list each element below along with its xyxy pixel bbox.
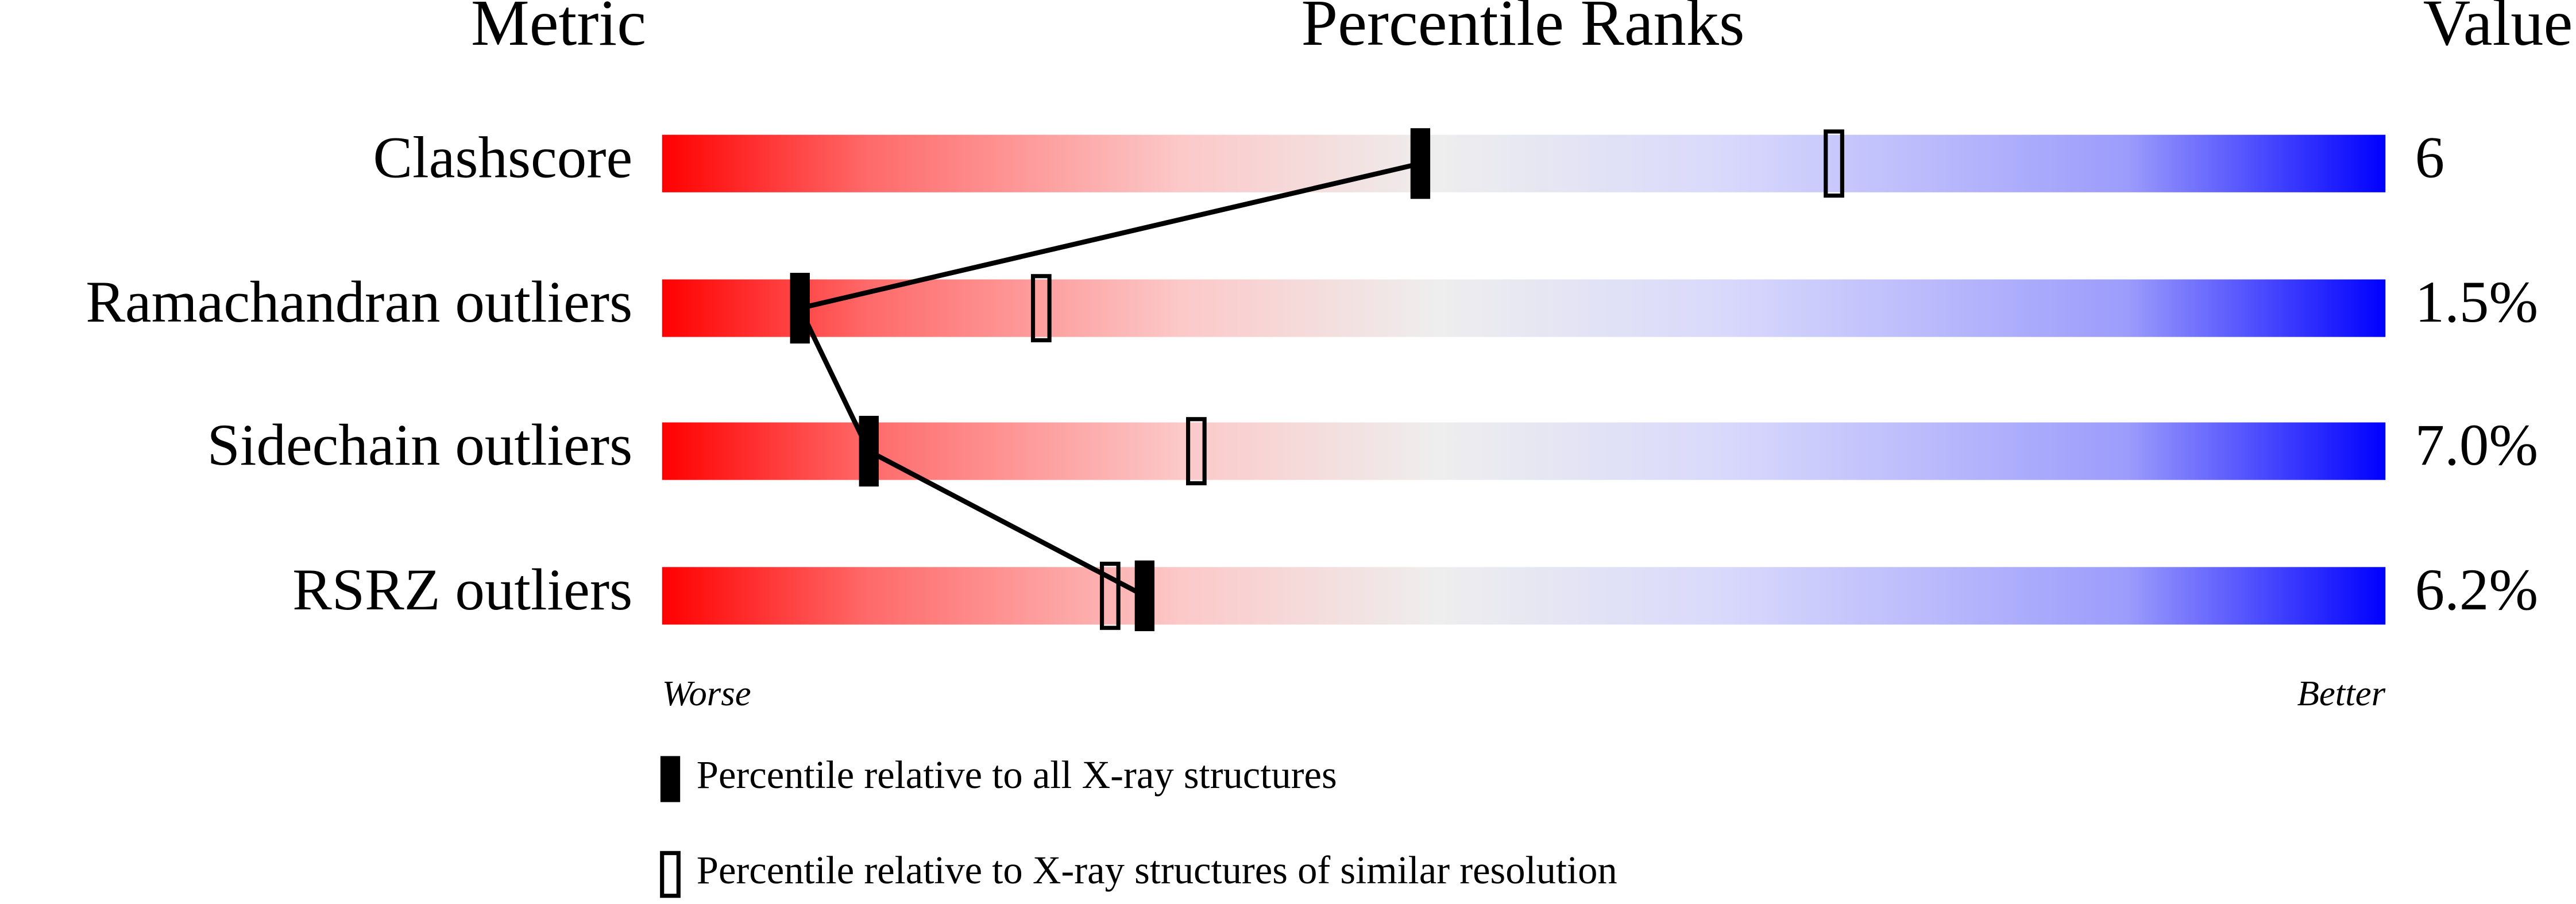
metric-label: Clashscore	[373, 125, 632, 190]
header-ranks: Percentile Ranks	[1301, 0, 1745, 59]
marker-similar	[1099, 562, 1121, 630]
marker-similar	[1185, 417, 1207, 485]
axis-high: Better	[2297, 673, 2385, 713]
metric-label: Sidechain outliers	[207, 412, 633, 478]
axis-low: Worse	[662, 673, 751, 713]
connector-line	[796, 161, 1421, 598]
marker-all	[1410, 128, 1431, 199]
percentile-bar	[662, 134, 2386, 192]
legend-swatch	[660, 851, 681, 898]
legend-label: Percentile relative to all X-ray structu…	[697, 753, 1337, 797]
metric-value: 6	[2415, 125, 2444, 190]
legend-swatch	[660, 756, 681, 802]
percentile-bar	[662, 422, 2386, 480]
legend-label: Percentile relative to X-ray structures …	[697, 848, 1617, 892]
marker-all	[1134, 560, 1155, 631]
header-value: Value	[2423, 0, 2573, 59]
metric-label: Ramachandran outliers	[86, 269, 632, 335]
percentile-bar	[662, 279, 2386, 337]
marker-all	[859, 416, 879, 487]
percentile-bar	[662, 567, 2386, 625]
marker-all	[790, 273, 810, 344]
header-metric: Metric	[471, 0, 646, 59]
marker-similar	[1030, 274, 1052, 342]
marker-similar	[1824, 129, 1844, 198]
metric-value: 6.2%	[2415, 557, 2538, 623]
metric-value: 1.5%	[2415, 269, 2538, 335]
metric-label: RSRZ outliers	[292, 557, 632, 623]
metric-value: 7.0%	[2415, 412, 2538, 478]
